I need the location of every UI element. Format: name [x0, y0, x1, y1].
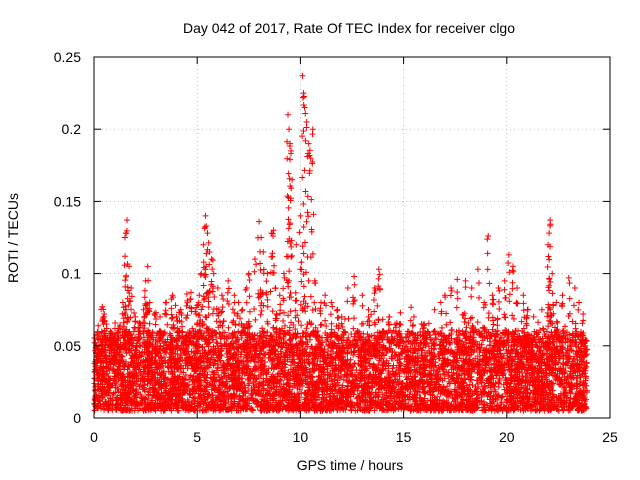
data-point — [444, 383, 451, 390]
data-points — [91, 72, 591, 414]
data-point — [318, 321, 325, 328]
data-point — [295, 318, 302, 325]
data-point — [469, 314, 476, 321]
data-point — [347, 370, 354, 377]
data-point — [445, 373, 452, 380]
data-point — [496, 305, 503, 312]
data-point — [307, 369, 314, 376]
data-point — [425, 320, 432, 327]
data-point — [397, 309, 404, 316]
data-point — [246, 400, 253, 407]
